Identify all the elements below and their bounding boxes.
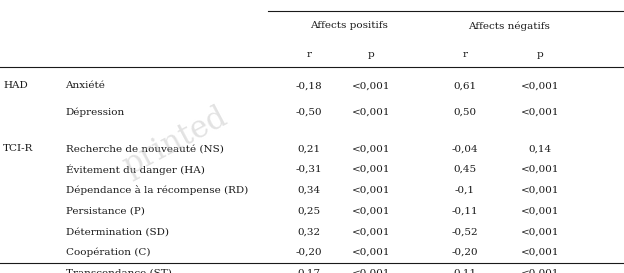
Text: <0,001: <0,001 (352, 248, 391, 257)
Text: <0,001: <0,001 (520, 108, 559, 116)
Text: 0,45: 0,45 (453, 165, 477, 174)
Text: Dépression: Dépression (66, 107, 125, 117)
Text: -0,04: -0,04 (452, 144, 478, 153)
Text: <0,001: <0,001 (352, 165, 391, 174)
Text: Coopération (C): Coopération (C) (66, 248, 150, 257)
Text: Affects négatifs: Affects négatifs (467, 21, 550, 31)
Text: <0,001: <0,001 (520, 227, 559, 236)
Text: <0,001: <0,001 (352, 227, 391, 236)
Text: Dépendance à la récompense (RD): Dépendance à la récompense (RD) (66, 185, 248, 195)
Text: 0,21: 0,21 (297, 144, 321, 153)
Text: Affects positifs: Affects positifs (311, 22, 388, 30)
Text: 0,34: 0,34 (297, 186, 321, 195)
Text: Recherche de nouveauté (NS): Recherche de nouveauté (NS) (66, 144, 223, 153)
Text: <0,001: <0,001 (352, 82, 391, 90)
Text: <0,001: <0,001 (520, 248, 559, 257)
Text: Persistance (P): Persistance (P) (66, 207, 144, 215)
Text: <0,001: <0,001 (352, 207, 391, 215)
Text: -0,20: -0,20 (452, 248, 478, 257)
Text: <0,001: <0,001 (520, 82, 559, 90)
Text: <0,001: <0,001 (352, 269, 391, 273)
Text: 0,50: 0,50 (453, 108, 477, 116)
Text: <0,001: <0,001 (352, 108, 391, 116)
Text: p: p (368, 50, 374, 59)
Text: Anxiété: Anxiété (66, 82, 105, 90)
Text: p: p (537, 50, 543, 59)
Text: 0,11: 0,11 (453, 269, 477, 273)
Text: Évitement du danger (HA): Évitement du danger (HA) (66, 164, 205, 175)
Text: HAD: HAD (3, 82, 28, 90)
Text: TCI-R: TCI-R (3, 144, 34, 153)
Text: <0,001: <0,001 (520, 186, 559, 195)
Text: -0,20: -0,20 (296, 248, 322, 257)
Text: -0,31: -0,31 (296, 165, 322, 174)
Text: <0,001: <0,001 (520, 165, 559, 174)
Text: -0,18: -0,18 (296, 82, 322, 90)
Text: <0,001: <0,001 (520, 207, 559, 215)
Text: <0,001: <0,001 (352, 186, 391, 195)
Text: -0,50: -0,50 (296, 108, 322, 116)
Text: r: r (306, 50, 311, 59)
Text: 0,61: 0,61 (453, 82, 477, 90)
Text: Transcendance (ST): Transcendance (ST) (66, 269, 172, 273)
Text: r: r (462, 50, 467, 59)
Text: printed: printed (117, 102, 232, 182)
Text: <0,001: <0,001 (352, 144, 391, 153)
Text: -0,11: -0,11 (452, 207, 478, 215)
Text: 0,17: 0,17 (297, 269, 321, 273)
Text: -0,1: -0,1 (455, 186, 475, 195)
Text: 0,25: 0,25 (297, 207, 321, 215)
Text: 0,14: 0,14 (528, 144, 552, 153)
Text: Détermination (SD): Détermination (SD) (66, 227, 168, 236)
Text: -0,52: -0,52 (452, 227, 478, 236)
Text: <0,001: <0,001 (520, 269, 559, 273)
Text: 0,32: 0,32 (297, 227, 321, 236)
